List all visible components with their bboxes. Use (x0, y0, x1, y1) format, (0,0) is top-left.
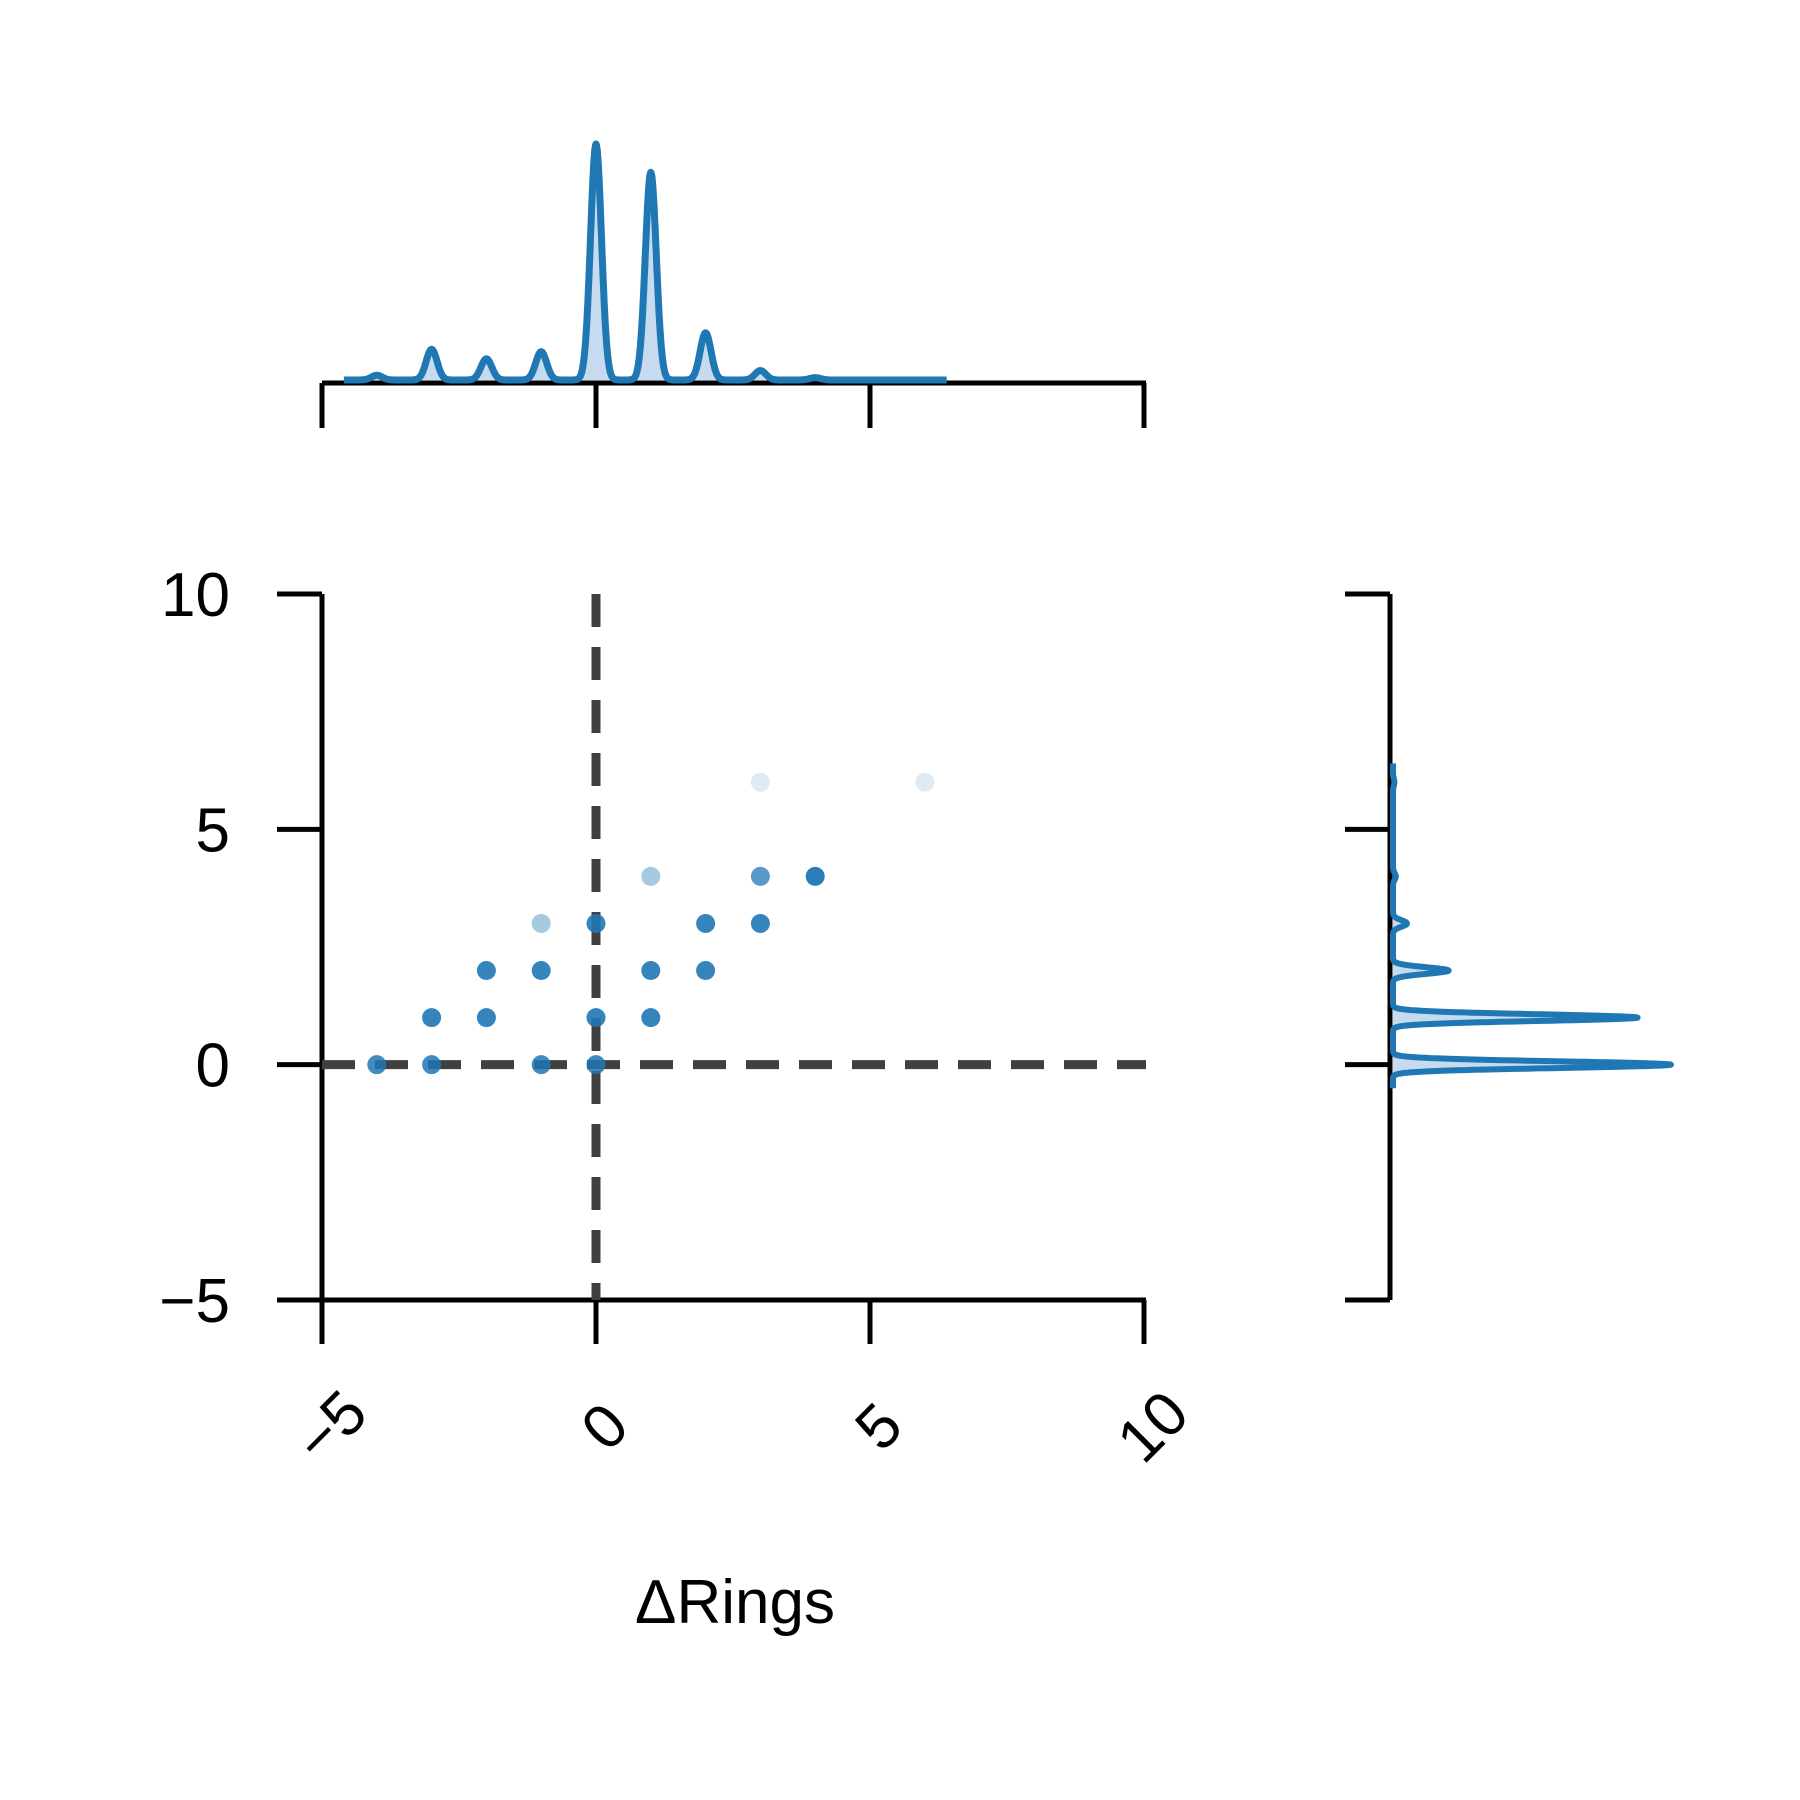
data-point (476, 1008, 496, 1028)
right-kde-fill (1393, 763, 1671, 1089)
data-point (476, 961, 496, 981)
x-tick-label: 0 (568, 1390, 641, 1463)
data-point (696, 913, 716, 933)
top-marginal-kde (319, 140, 1147, 428)
y-tick-label: 5 (196, 796, 230, 865)
data-point (586, 1055, 606, 1075)
right-marginal-kde (1345, 591, 1674, 1303)
data-point (641, 866, 661, 886)
data-point (367, 1055, 387, 1075)
top-kde-line (341, 140, 950, 384)
data-point (586, 1008, 606, 1028)
y-tick-label: 10 (161, 561, 230, 630)
x-tick-label: 5 (842, 1390, 915, 1463)
scatter-plot: −5 0 5 10 −5 0 5 10 (159, 561, 1202, 1476)
data-point (641, 1008, 661, 1028)
data-point (422, 1055, 442, 1075)
data-point (531, 1055, 551, 1075)
data-point (422, 1008, 442, 1028)
x-tick-label: −5 (282, 1378, 381, 1477)
x-tick-label: 10 (1104, 1378, 1202, 1476)
y-tick-label: 0 (196, 1032, 230, 1101)
data-point (586, 913, 606, 933)
data-point (641, 961, 661, 981)
data-point (750, 772, 770, 792)
data-point (750, 866, 770, 886)
data-point (531, 961, 551, 981)
data-point (750, 913, 770, 933)
y-tick-label: −5 (159, 1267, 230, 1336)
data-point (805, 866, 825, 886)
data-point (696, 961, 716, 981)
data-point (531, 913, 551, 933)
x-axis-label: ΔRings (635, 1568, 835, 1637)
right-kde-line (1390, 760, 1674, 1091)
data-point (915, 772, 935, 792)
